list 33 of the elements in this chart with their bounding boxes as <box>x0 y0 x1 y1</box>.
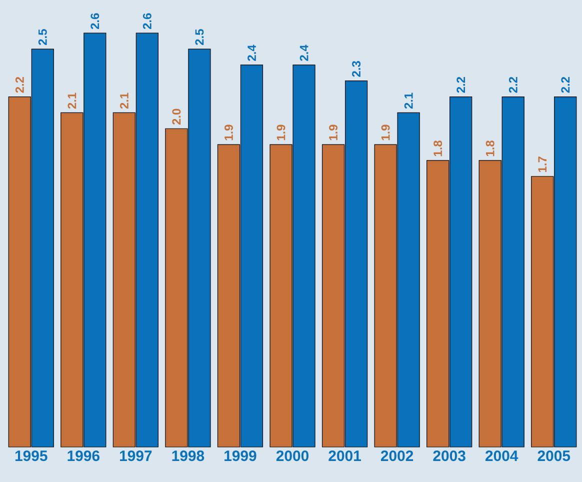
x-tick-label: 2004 <box>485 450 518 462</box>
x-tick-label: 1995 <box>15 450 48 462</box>
x-tick-label: 2002 <box>380 450 414 462</box>
data-label: 2.1 <box>120 92 128 109</box>
data-label: 2.2 <box>508 77 518 93</box>
data-label: 2.2 <box>456 77 465 93</box>
data-label: 1.9 <box>276 124 286 140</box>
x-tick-label: 1998 <box>172 450 204 462</box>
data-label: 2.2 <box>15 77 24 93</box>
data-label: 1.8 <box>434 140 442 156</box>
data-label: 2.4 <box>300 44 308 61</box>
data-label: 2.1 <box>68 92 76 109</box>
data-label: 2.6 <box>142 13 152 30</box>
data-label: 1.7 <box>538 156 546 172</box>
x-tick-label: 2001 <box>328 450 361 462</box>
data-label: 2.5 <box>38 29 47 45</box>
data-label: 2.2 <box>561 77 570 93</box>
data-label: 2.0 <box>172 108 181 125</box>
x-tick-label: 1999 <box>224 450 256 462</box>
data-label: 2.3 <box>352 61 361 77</box>
data-label: 1.9 <box>224 124 233 140</box>
data-label: 1.9 <box>381 124 390 140</box>
data-label: 1.9 <box>329 124 338 140</box>
x-tick-label: 2005 <box>538 450 570 462</box>
data-label: 2.4 <box>248 44 256 61</box>
x-tick-label: 1997 <box>120 450 152 462</box>
x-tick-label: 1996 <box>68 450 100 462</box>
x-tick-label: 2003 <box>433 450 466 462</box>
data-label: 1.8 <box>486 140 494 156</box>
x-tick-label: 2000 <box>276 450 308 462</box>
data-label: 2.1 <box>404 92 413 109</box>
data-label: 2.6 <box>90 13 100 30</box>
data-label: 2.5 <box>195 29 204 45</box>
